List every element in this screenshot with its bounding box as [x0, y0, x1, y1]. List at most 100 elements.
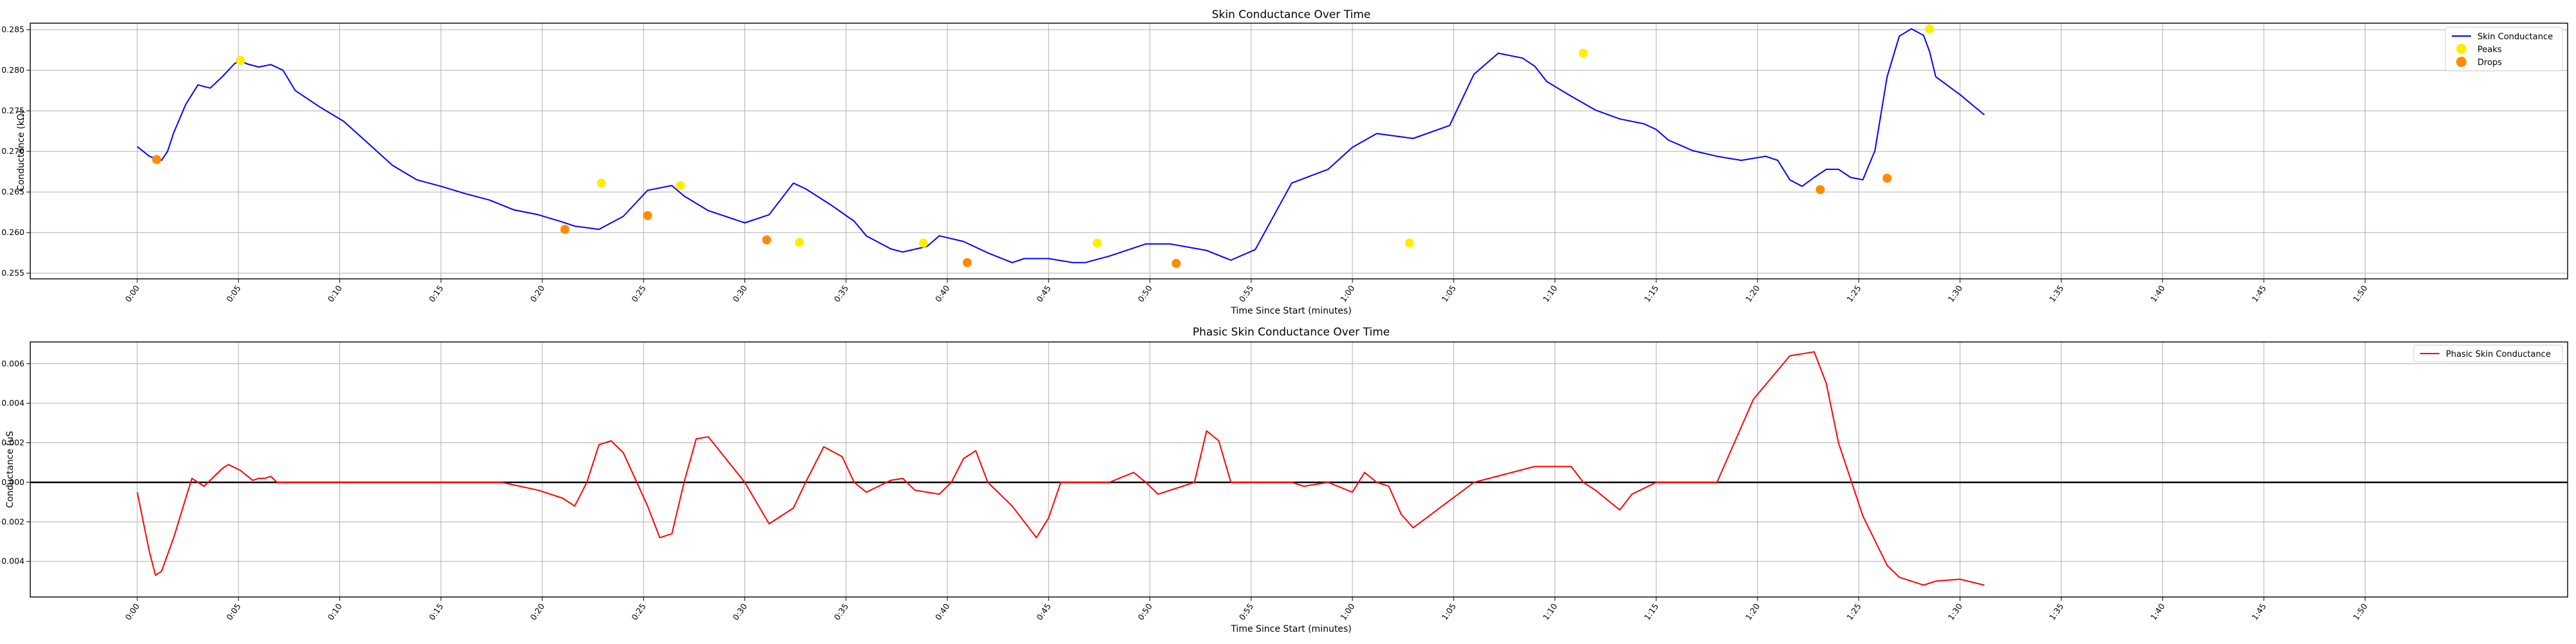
x-tick-label: 0:40: [933, 283, 951, 304]
x-tick-label: 1:40: [2148, 283, 2166, 304]
chart2-legend: Phasic Skin Conductance: [2413, 345, 2563, 363]
y-tick-label: 0.006: [1, 359, 24, 368]
x-tick-label: 1:20: [1743, 283, 1761, 304]
x-tick-label: 1:00: [1338, 283, 1356, 304]
x-tick-label: 1:50: [2351, 601, 2369, 622]
x-tick-label: 1:45: [2249, 283, 2268, 304]
x-tick-label: 0:00: [123, 283, 141, 304]
skin-conductance-chart: Skin Conductance Over Time 0:00 0:05 0:10 0…: [1, 8, 2568, 316]
x-tick-label: 0:25: [629, 283, 647, 304]
y-tick-label: 0.002: [1, 438, 24, 448]
x-tick-label: 1:15: [1642, 601, 1660, 622]
drop-marker: [962, 258, 972, 267]
x-tick-label: 0:20: [528, 601, 546, 622]
drop-marker: [762, 235, 772, 245]
x-tick-label: 0:05: [224, 283, 242, 304]
peak-marker: [918, 238, 928, 248]
chart1-lines: [137, 28, 1985, 263]
x-tick-label: 0:30: [731, 601, 749, 622]
y-tick-label: 0.000: [1, 477, 24, 487]
chart2-x-axis-label: Time Since Start (minutes): [1230, 624, 1351, 634]
y-tick-label: 0.280: [1, 65, 24, 75]
peak-marker: [795, 238, 804, 247]
drop-marker: [1171, 259, 1181, 269]
x-tick-label: 1:30: [1946, 283, 1964, 304]
chart1-legend-drops: Drops: [2477, 58, 2502, 68]
chart2-legend-phasic: Phasic Skin Conductance: [2446, 350, 2551, 359]
x-tick-label: 1:35: [2047, 283, 2065, 304]
y-tick-label: 0.255: [1, 268, 24, 278]
x-tick-label: 0:55: [1237, 601, 1255, 622]
chart2-axes-border: [30, 341, 2568, 598]
x-tick-label: 1:30: [1946, 601, 1964, 622]
phasic-skin-conductance-chart: Phasic Skin Conductance Over Time 0:00 0:…: [0, 326, 2568, 634]
chart1-legend-skin-conductance: Skin Conductance: [2477, 32, 2553, 42]
chart1-legend: Skin Conductance Peaks Drops: [2445, 26, 2563, 71]
drop-marker: [1815, 185, 1825, 194]
x-tick-label: 0:45: [1034, 601, 1052, 622]
x-tick-label: 0:15: [427, 601, 445, 622]
chart2-y-axis-label: Conductance (uS: [5, 431, 15, 508]
chart2-title: Phasic Skin Conductance Over Time: [1193, 326, 1390, 339]
drop-marker: [560, 225, 570, 234]
x-tick-label: 1:20: [1743, 601, 1761, 622]
chart2-axes-frame: [30, 342, 2568, 597]
x-tick-label: 0:40: [933, 601, 951, 622]
x-tick-label: 0:10: [326, 601, 344, 622]
y-tick-label: 0.004: [1, 398, 24, 408]
y-tick-label: 0.285: [1, 24, 24, 34]
chart1-y-ticks: 0.255 0.260 0.265 0.270 0.275 0.280 0.285: [1, 24, 30, 278]
y-tick-label: 0.275: [1, 106, 24, 115]
peak-marker: [1578, 48, 1588, 58]
chart1-y-axis-label: Conductance (kΩ): [16, 110, 26, 191]
chart1-legend-drops-swatch: [2456, 57, 2467, 67]
x-tick-label: 0:25: [629, 601, 647, 622]
x-tick-label: 1:10: [1541, 283, 1559, 304]
x-tick-label: 1:00: [1338, 601, 1356, 622]
chart2-x-ticks: 0:00 0:05 0:10 0:15 0:20 0:25 0:30 0:35 0:40 0:45…: [123, 597, 2369, 622]
series-line-skin-conductance: [137, 28, 1985, 263]
x-tick-label: 1:15: [1642, 283, 1660, 304]
y-tick-label: −0.002: [0, 516, 24, 526]
chart1-markers: [152, 24, 1935, 269]
y-tick-label: 0.265: [1, 187, 24, 196]
x-tick-label: 0:05: [224, 601, 242, 622]
x-tick-label: 0:35: [832, 283, 850, 304]
peak-marker: [1092, 238, 1102, 248]
y-tick-label: 0.260: [1, 227, 24, 237]
drop-marker: [643, 211, 652, 220]
x-tick-label: 0:30: [731, 283, 749, 304]
chart1-legend-peaks: Peaks: [2477, 45, 2502, 55]
x-tick-label: 1:10: [1541, 601, 1559, 622]
chart1-legend-peaks-swatch: [2456, 44, 2467, 54]
peak-marker: [676, 181, 685, 191]
x-tick-label: 0:00: [123, 601, 141, 622]
x-tick-label: 0:50: [1136, 283, 1154, 304]
x-tick-label: 1:05: [1439, 601, 1457, 622]
x-tick-label: 1:35: [2047, 601, 2065, 622]
chart1-axes-frame: [30, 23, 2568, 279]
peak-marker: [236, 55, 245, 65]
y-tick-label: 0.270: [1, 146, 24, 156]
chart2-y-ticks: −0.004 −0.002 0.000 0.002 0.004 0.006: [0, 359, 30, 566]
x-tick-label: 1:40: [2148, 601, 2166, 622]
drop-marker: [152, 155, 162, 164]
chart1-x-ticks: 0:00 0:05 0:10 0:15 0:20 0:25 0:30 0:35 0:40 0:45…: [123, 279, 2369, 304]
chart1-title: Skin Conductance Over Time: [1212, 8, 1370, 21]
peak-marker: [1405, 238, 1414, 248]
chart1-legend-box: [2445, 26, 2563, 71]
x-tick-label: 1:25: [1844, 283, 1862, 304]
x-tick-label: 1:50: [2351, 283, 2369, 304]
drop-marker: [1882, 173, 1892, 183]
chart1-x-axis-label: Time Since Start (minutes): [1230, 306, 1351, 316]
x-tick-label: 0:10: [326, 283, 344, 304]
chart2-lines: [30, 351, 2568, 586]
x-tick-label: 1:45: [2249, 601, 2268, 622]
x-tick-label: 0:50: [1136, 601, 1154, 622]
x-tick-label: 0:55: [1237, 283, 1255, 304]
y-tick-label: −0.004: [0, 556, 24, 566]
x-tick-label: 0:20: [528, 283, 546, 304]
x-tick-label: 0:35: [832, 601, 850, 622]
peak-marker: [1925, 24, 1935, 33]
